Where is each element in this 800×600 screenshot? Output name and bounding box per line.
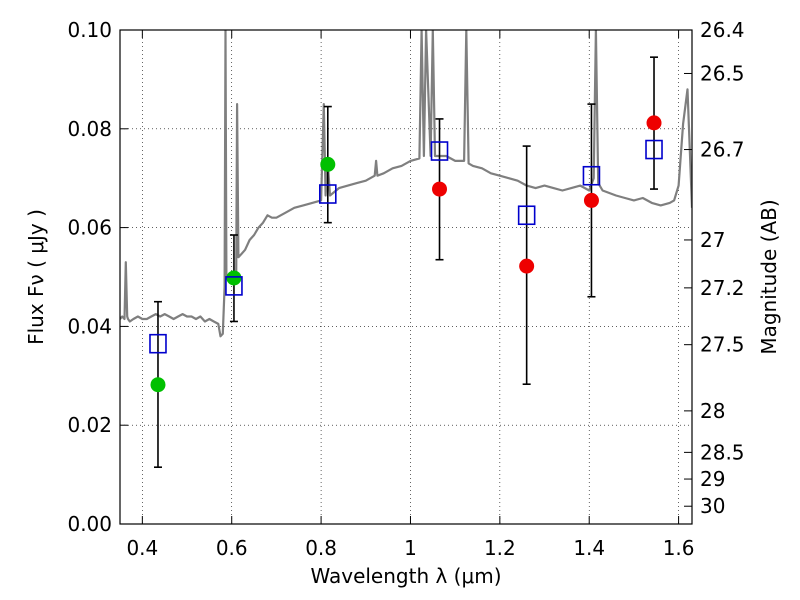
y-tick-label: 0.04 (67, 314, 112, 338)
model-square-point (225, 276, 243, 296)
red-circle-point (432, 181, 448, 197)
model-square-point (645, 139, 663, 160)
magnitude-tick-label: 26.4 (700, 18, 745, 42)
y-tick-label: 0.06 (67, 216, 112, 240)
magnitude-tick-label: 30 (700, 494, 725, 518)
spectrum-line (120, 30, 692, 338)
model-square-point (430, 141, 449, 161)
red-circle-point (646, 115, 662, 131)
magnitude-tick-label: 27 (700, 228, 725, 252)
y-axis-title: Flux Fν ( μJy ) (24, 209, 48, 345)
x-tick-label: 1.6 (663, 536, 695, 560)
x-tick-label: 0.8 (305, 536, 337, 560)
x-tick-label: 0.6 (216, 536, 248, 560)
green-circle-point (150, 377, 166, 393)
y-tick-label: 0.02 (67, 413, 112, 437)
red-circle-point (583, 192, 599, 208)
magnitude-tick-label: 27.2 (700, 276, 745, 300)
model-square-point (318, 184, 337, 204)
green-circle-point (226, 270, 242, 286)
x-tick-label: 1.4 (573, 536, 605, 560)
x-tick-label: 1.2 (484, 536, 516, 560)
magnitude-tick-label: 29 (700, 467, 725, 491)
x-tick-label: 1 (404, 536, 417, 560)
magnitude-tick-label: 26.5 (700, 61, 745, 85)
green-circle-point (320, 156, 336, 172)
right-axis-title: Magnitude (AB) (757, 199, 781, 354)
magnitude-tick-label: 28 (700, 399, 725, 423)
grid (120, 30, 692, 524)
model-square-point (517, 205, 536, 226)
magnitude-tick-label: 26.7 (700, 138, 745, 162)
tick-layer (120, 29, 692, 525)
model-square-point (582, 165, 601, 186)
plot-frame (119, 29, 693, 525)
y-tick-label: 0.00 (67, 512, 112, 536)
tick-label-layer: 0.4 0.6 0.8 1 1.2 1.4 1.6 0.00 0.02 0.04 0.06 0.08 0… (67, 18, 744, 560)
magnitude-tick-label: 27.5 (700, 333, 745, 357)
magnitude-tick-label: 28.5 (700, 440, 745, 464)
y-tick-label: 0.08 (67, 117, 112, 141)
y-tick-label: 0.10 (67, 18, 112, 42)
red-circle-point (519, 258, 535, 274)
model-square-point (149, 333, 167, 354)
marker-layer (149, 115, 663, 393)
spectrum-layer (120, 30, 692, 338)
x-axis-title: Wavelength λ (μm) (310, 564, 501, 588)
x-tick-label: 0.4 (126, 536, 158, 560)
errorbar-layer (153, 56, 659, 468)
